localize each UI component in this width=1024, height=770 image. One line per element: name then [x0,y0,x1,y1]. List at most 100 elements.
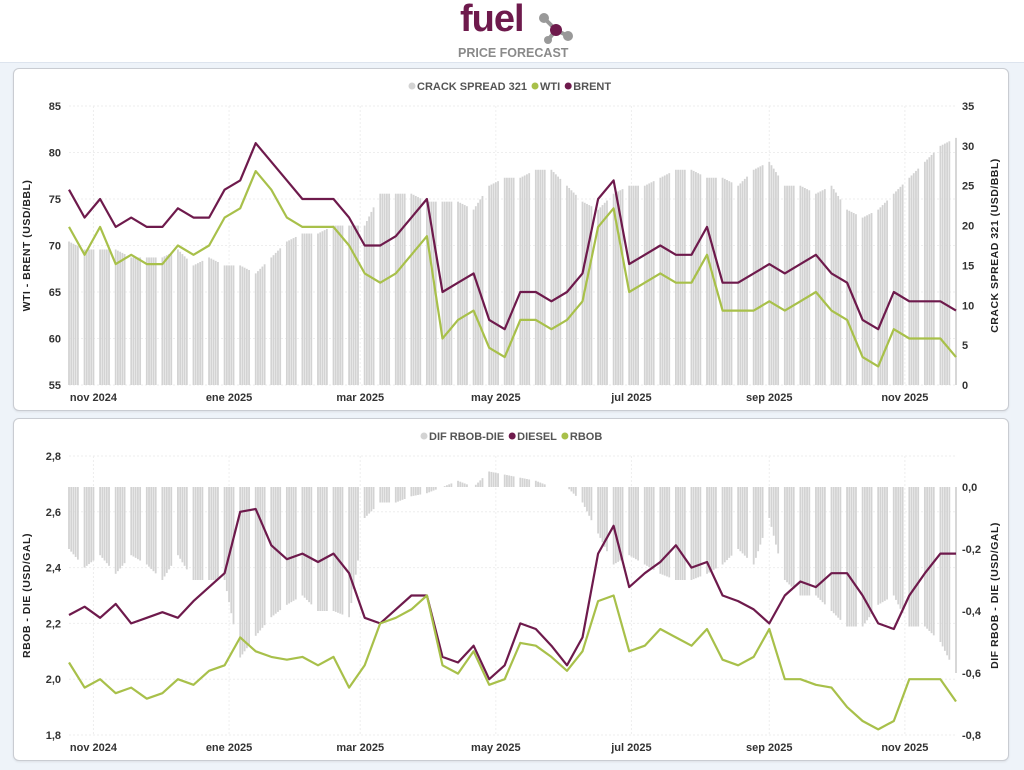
bar [508,475,511,487]
bar [92,487,95,561]
bar [103,487,106,561]
bar [134,487,137,558]
bar [581,487,584,503]
bar [508,177,511,385]
bar [210,487,213,580]
bar [83,249,86,385]
bar [746,176,748,385]
bar [397,193,399,385]
bar [955,487,957,673]
bar [848,487,851,627]
bar [855,214,857,385]
bar [590,487,593,521]
legend-item: DIF RBOB-DIE [429,431,504,443]
y2-tick-label: 15 [962,260,974,272]
bar [154,257,157,385]
bar [759,487,762,545]
bar [806,189,808,385]
legend-marker [564,82,572,90]
y2-tick-label: -0,6 [962,668,981,680]
bar [846,209,848,385]
bar [697,173,700,385]
bar [108,249,110,385]
bar [488,185,491,385]
bar [603,202,606,385]
bar [659,177,662,385]
bar [101,249,104,385]
bar [799,185,802,385]
bar [897,487,900,605]
bar [790,487,793,587]
fuel-logo[interactable]: fuel PRICE FORECAST [458,0,578,60]
bar [443,201,446,385]
bar [726,487,728,561]
bar [385,487,388,503]
bar [808,190,811,385]
bar [161,487,164,580]
bar [463,205,466,385]
bar [217,262,219,385]
bar [72,243,75,385]
bar [606,200,608,385]
bar [877,487,880,605]
bar [739,487,742,552]
bar [450,483,453,487]
bar [288,487,290,604]
x-tick-label: nov 2024 [70,742,118,754]
bar [394,487,397,503]
bar [270,257,273,385]
y2-tick-label: 20 [962,221,974,233]
bar [661,487,664,575]
bar [341,487,344,615]
bar [372,487,375,510]
bar [285,487,288,605]
bar [352,225,355,385]
bar [108,487,110,566]
bar [663,487,666,576]
bar [832,189,835,385]
y2-tick-label: 0,0 [962,482,977,494]
bar [743,487,746,556]
bar [137,487,139,560]
bar [446,485,448,487]
bar [365,487,368,516]
bar [68,241,70,385]
bar [708,487,711,573]
bar [74,244,77,385]
bar [130,257,133,385]
bar [450,201,453,385]
bar [310,233,313,385]
bar [899,487,902,609]
logo-word: fuel [460,0,525,40]
bar [677,169,680,385]
bar [461,482,464,487]
bar [681,169,684,385]
bar [588,487,591,516]
bar [105,249,108,385]
bar [948,487,951,660]
bar [426,201,428,385]
bar [881,205,884,385]
bar [526,174,528,385]
bar [274,252,277,385]
bar [570,487,573,492]
y2-tick-label: 0 [962,380,968,392]
bar [930,487,933,634]
bar [652,487,655,570]
bar [192,487,195,580]
bar [868,214,871,385]
bar [830,487,833,611]
bar [523,478,526,487]
bar [917,168,920,385]
bar [241,487,244,655]
bar [692,487,695,580]
bar [401,193,404,385]
y2-tick-label: 25 [962,181,974,193]
bar [383,487,386,503]
bar [788,487,791,585]
bar [228,487,230,603]
y-axis-title: WTI - BRENT (USD/BBL) [21,180,33,312]
bar [521,176,524,385]
bar [737,487,740,549]
bar [710,487,713,572]
